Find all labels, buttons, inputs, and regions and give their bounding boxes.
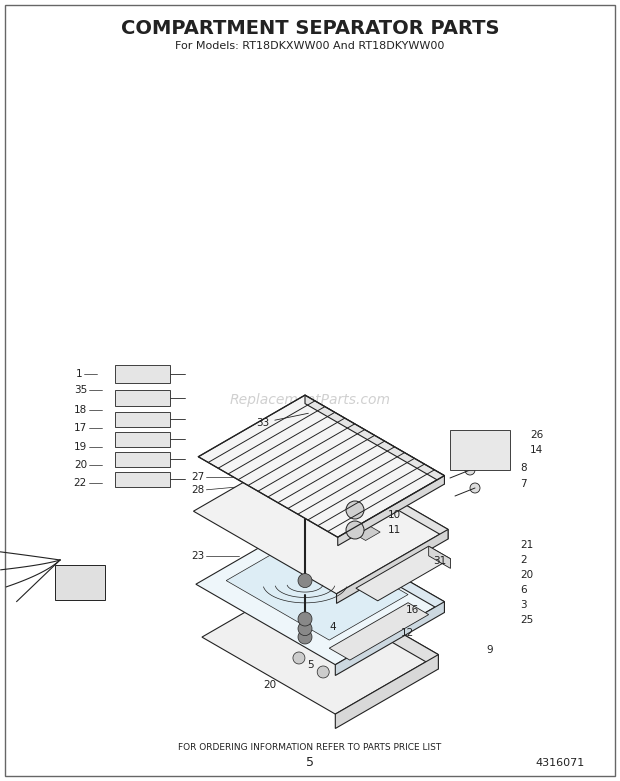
Text: 7: 7	[520, 479, 526, 489]
Text: 33: 33	[256, 413, 308, 428]
Polygon shape	[351, 524, 380, 540]
Polygon shape	[196, 521, 445, 665]
Circle shape	[298, 612, 312, 626]
Text: COMPARTMENT SEPARATOR PARTS: COMPARTMENT SEPARATOR PARTS	[121, 19, 499, 37]
Text: 12: 12	[401, 628, 414, 638]
Text: 2: 2	[520, 555, 526, 565]
Circle shape	[298, 622, 312, 636]
Polygon shape	[226, 535, 408, 640]
Polygon shape	[335, 654, 438, 729]
Polygon shape	[305, 395, 445, 484]
Circle shape	[346, 521, 364, 539]
Circle shape	[299, 593, 311, 604]
Circle shape	[317, 666, 329, 678]
Circle shape	[346, 501, 364, 519]
Text: 1: 1	[76, 369, 82, 379]
Text: 28: 28	[191, 485, 205, 495]
Polygon shape	[428, 546, 451, 569]
Text: 11: 11	[388, 525, 401, 535]
Text: For Models: RT18DKXWW00 And RT18DKYWW00: For Models: RT18DKXWW00 And RT18DKYWW00	[175, 41, 445, 51]
Text: 20: 20	[520, 570, 533, 580]
Bar	[115, 412, 170, 427]
Text: 3: 3	[520, 600, 526, 610]
Text: ReplacementParts.com: ReplacementParts.com	[229, 393, 391, 407]
Text: 19: 19	[74, 442, 87, 452]
Polygon shape	[198, 395, 445, 537]
Text: 9: 9	[487, 645, 494, 655]
Circle shape	[323, 607, 335, 619]
Text: 16: 16	[406, 604, 419, 615]
Polygon shape	[337, 530, 448, 604]
Text: 22: 22	[74, 478, 87, 488]
Circle shape	[470, 483, 480, 493]
Bar	[115, 472, 170, 487]
Text: 25: 25	[520, 615, 533, 625]
Bar	[115, 365, 170, 383]
Circle shape	[298, 630, 312, 644]
Bar	[115, 452, 170, 467]
Text: 5: 5	[306, 757, 314, 769]
Polygon shape	[193, 447, 448, 594]
Text: 10: 10	[388, 510, 401, 520]
Polygon shape	[356, 546, 451, 601]
Text: 21: 21	[520, 540, 533, 550]
Circle shape	[465, 465, 475, 475]
Text: 17: 17	[74, 423, 87, 433]
Text: 18: 18	[74, 405, 87, 415]
Text: 35: 35	[74, 385, 87, 395]
Text: 4316071: 4316071	[536, 758, 585, 768]
Text: 26: 26	[530, 430, 543, 440]
Polygon shape	[305, 578, 438, 669]
Polygon shape	[305, 521, 445, 612]
Polygon shape	[285, 485, 314, 502]
Polygon shape	[305, 447, 448, 539]
Text: 14: 14	[530, 445, 543, 455]
Text: 27: 27	[191, 472, 205, 482]
Circle shape	[347, 620, 360, 633]
Polygon shape	[338, 476, 445, 546]
Polygon shape	[321, 506, 350, 523]
Circle shape	[372, 634, 384, 647]
Text: FOR ORDERING INFORMATION REFER TO PARTS PRICE LIST: FOR ORDERING INFORMATION REFER TO PARTS …	[179, 744, 441, 753]
Circle shape	[293, 652, 305, 664]
Text: 20: 20	[264, 680, 277, 690]
Text: 4: 4	[329, 622, 335, 633]
Polygon shape	[329, 603, 428, 660]
Polygon shape	[335, 601, 445, 676]
Text: 8: 8	[520, 463, 526, 473]
Text: 5: 5	[307, 660, 313, 670]
Text: 31: 31	[433, 556, 446, 566]
Text: 23: 23	[191, 551, 205, 562]
Bar	[115, 390, 170, 406]
Bar	[55, 565, 105, 600]
Polygon shape	[202, 578, 438, 714]
Text: 6: 6	[520, 585, 526, 595]
Circle shape	[298, 573, 312, 587]
Text: 20: 20	[74, 460, 87, 470]
Polygon shape	[450, 430, 510, 470]
Bar	[115, 432, 170, 447]
